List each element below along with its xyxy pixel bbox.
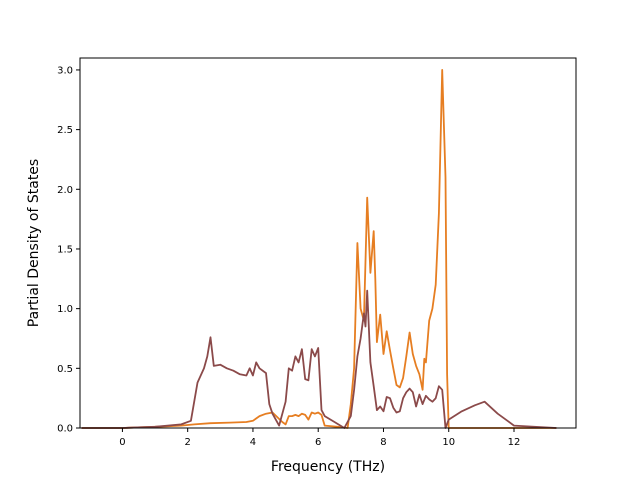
series-line-1 xyxy=(81,289,557,429)
tick-layer: 0 2 4 6 8 10 12 0.0 0.5 1.0 1.5 2.0 2.5 3.0 xyxy=(57,65,520,448)
y-tick-label: 0.5 xyxy=(57,364,73,375)
series-layer xyxy=(81,69,557,429)
series-line-0 xyxy=(81,69,557,429)
x-tick-label: 8 xyxy=(380,437,386,448)
y-axis-label: Partial Density of States xyxy=(26,159,42,327)
x-axis-label: Frequency (THz) xyxy=(271,459,385,475)
x-tick-label: 6 xyxy=(315,437,321,448)
x-tick-label: 12 xyxy=(508,437,521,448)
plot-frame xyxy=(79,57,577,429)
plot-background xyxy=(80,58,576,428)
x-tick-label: 0 xyxy=(119,437,125,448)
y-tick-label: 3.0 xyxy=(57,65,73,76)
y-tick-label: 1.0 xyxy=(57,304,73,315)
x-tick-label: 2 xyxy=(184,437,190,448)
x-tick-label: 10 xyxy=(442,437,455,448)
y-tick-label: 2.0 xyxy=(57,185,73,196)
y-tick-label: 0.0 xyxy=(57,424,73,435)
y-tick-label: 1.5 xyxy=(57,244,73,255)
x-tick-label: 4 xyxy=(250,437,256,448)
y-tick-label: 2.5 xyxy=(57,125,73,136)
